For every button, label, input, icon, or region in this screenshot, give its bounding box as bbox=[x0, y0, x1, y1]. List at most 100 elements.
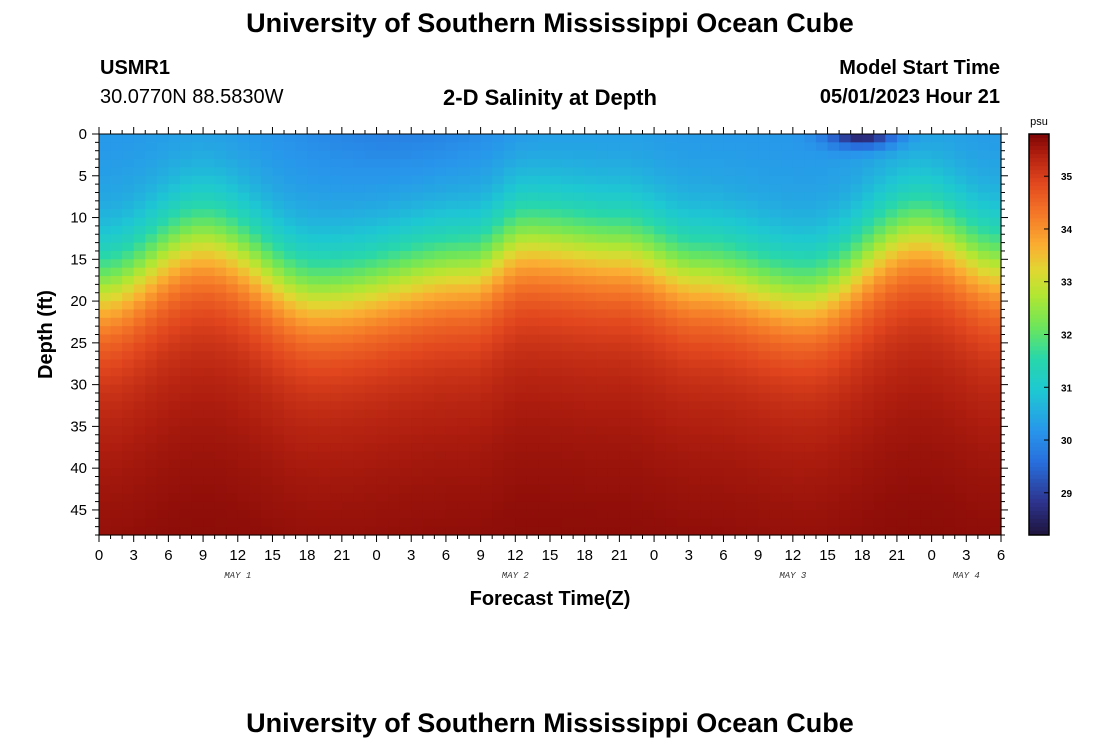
heatmap-cell bbox=[665, 443, 678, 453]
heatmap-cell bbox=[445, 401, 459, 411]
heatmap-cell bbox=[654, 384, 667, 394]
heatmap-cell bbox=[827, 401, 840, 411]
heatmap-cell bbox=[596, 259, 609, 269]
heatmap-cell bbox=[769, 234, 782, 244]
heatmap-cell bbox=[735, 384, 748, 394]
heatmap-cell bbox=[862, 526, 875, 536]
heatmap-cell bbox=[850, 234, 863, 244]
heatmap-cell bbox=[492, 384, 505, 394]
heatmap-cell bbox=[758, 501, 771, 511]
heatmap-cell bbox=[445, 192, 459, 202]
heatmap-cell bbox=[711, 518, 725, 528]
heatmap-cell bbox=[526, 150, 540, 160]
heatmap-cell bbox=[260, 242, 274, 252]
heatmap-cell bbox=[769, 434, 782, 444]
heatmap-cell bbox=[156, 184, 169, 194]
heatmap-cell bbox=[388, 451, 401, 461]
heatmap-cell bbox=[723, 351, 736, 361]
heatmap-cell bbox=[584, 276, 597, 285]
heatmap-cell bbox=[792, 134, 806, 143]
heatmap-cell bbox=[330, 459, 343, 469]
heatmap-cell bbox=[700, 326, 713, 336]
heatmap-cell bbox=[619, 476, 632, 486]
heatmap-cell bbox=[422, 200, 435, 210]
heatmap-cell bbox=[295, 209, 308, 219]
heatmap-cell bbox=[515, 401, 528, 411]
heatmap-cell bbox=[966, 351, 979, 361]
heatmap-cell bbox=[550, 209, 563, 219]
heatmap-cell bbox=[769, 484, 782, 494]
heatmap-cell bbox=[896, 259, 910, 269]
heatmap-cell bbox=[480, 392, 493, 402]
heatmap-cell bbox=[815, 526, 829, 536]
heatmap-cell bbox=[191, 175, 204, 185]
heatmap-cell bbox=[469, 518, 482, 528]
heatmap-cell bbox=[966, 434, 979, 444]
heatmap-cell bbox=[630, 326, 644, 336]
heatmap-cell bbox=[457, 401, 470, 411]
heatmap-cell bbox=[561, 234, 574, 244]
heatmap-cell bbox=[445, 217, 459, 227]
heatmap-cell bbox=[896, 342, 910, 352]
heatmap-cell bbox=[330, 342, 343, 352]
heatmap-cell bbox=[758, 284, 771, 294]
heatmap-cell bbox=[272, 242, 285, 252]
heatmap-cell bbox=[654, 159, 667, 169]
heatmap-cell bbox=[203, 351, 216, 361]
heatmap-cell bbox=[873, 443, 886, 453]
heatmap-cell bbox=[607, 459, 620, 469]
heatmap-cell bbox=[376, 200, 389, 210]
heatmap-cell bbox=[399, 217, 412, 227]
heatmap-cell bbox=[388, 409, 401, 419]
heatmap-cell bbox=[781, 267, 794, 277]
heatmap-cell bbox=[237, 175, 250, 185]
heatmap-cell bbox=[237, 242, 250, 252]
heatmap-cell bbox=[630, 443, 644, 453]
heatmap-cell bbox=[226, 359, 239, 369]
heatmap-cell bbox=[122, 284, 135, 294]
heatmap-cell bbox=[538, 326, 551, 336]
heatmap-cell bbox=[422, 451, 435, 461]
heatmap-cell bbox=[630, 426, 644, 436]
heatmap-cell bbox=[954, 351, 967, 361]
heatmap-cell bbox=[654, 359, 667, 369]
heatmap-cell bbox=[735, 501, 748, 511]
x-tick-label: 9 bbox=[199, 547, 207, 564]
heatmap-cell bbox=[896, 242, 910, 252]
heatmap-cell bbox=[168, 217, 181, 227]
heatmap-cell bbox=[885, 509, 898, 519]
heatmap-cell bbox=[642, 142, 655, 152]
heatmap-cell bbox=[388, 376, 401, 386]
heatmap-cell bbox=[99, 142, 112, 152]
heatmap-cell bbox=[145, 284, 158, 294]
heatmap-cell bbox=[908, 192, 921, 202]
heatmap-cell bbox=[711, 175, 725, 185]
heatmap-cell bbox=[862, 476, 875, 486]
heatmap-cell bbox=[550, 351, 563, 361]
heatmap-cell bbox=[758, 159, 771, 169]
colorbar-swatch bbox=[1029, 342, 1049, 348]
heatmap-cell bbox=[480, 384, 493, 394]
heatmap-cell bbox=[839, 134, 852, 143]
heatmap-cell bbox=[526, 142, 540, 152]
heatmap-cell bbox=[665, 184, 678, 194]
heatmap-cell bbox=[515, 418, 528, 427]
heatmap-cell bbox=[353, 167, 366, 177]
heatmap-cell bbox=[434, 159, 447, 169]
heatmap-cell bbox=[330, 142, 343, 152]
heatmap-cell bbox=[815, 242, 829, 252]
heatmap-cell bbox=[665, 409, 678, 419]
heatmap-cell bbox=[434, 392, 447, 402]
heatmap-cell bbox=[654, 342, 667, 352]
heatmap-cell bbox=[688, 234, 701, 244]
heatmap-cell bbox=[434, 509, 447, 519]
heatmap-cell bbox=[295, 292, 308, 302]
heatmap-cell bbox=[920, 309, 933, 319]
heatmap-cell bbox=[711, 184, 725, 194]
heatmap-cell bbox=[145, 459, 158, 469]
heatmap-cell bbox=[596, 526, 609, 536]
heatmap-cell bbox=[862, 459, 875, 469]
heatmap-cell bbox=[480, 334, 493, 344]
heatmap-cell bbox=[122, 134, 135, 143]
